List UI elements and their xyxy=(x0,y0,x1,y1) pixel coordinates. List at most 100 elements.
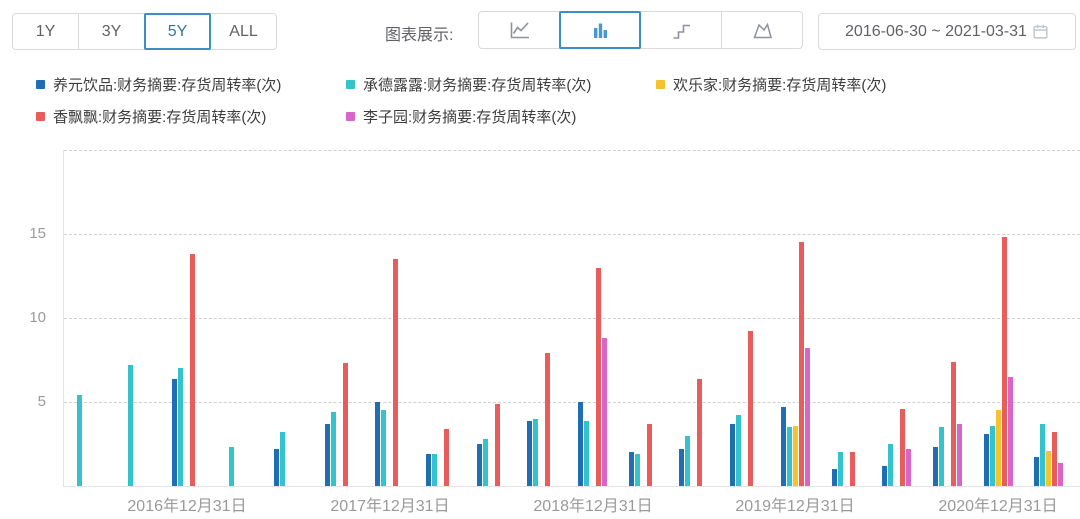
x-axis-line xyxy=(63,486,1080,487)
area-chart-button[interactable] xyxy=(721,11,803,49)
bar-chart-button[interactable] xyxy=(559,11,641,49)
chart-bar[interactable] xyxy=(736,415,742,486)
legend-item-label: 欢乐家:财务摘要:存货周转率(次) xyxy=(673,77,887,94)
legend-swatch xyxy=(36,112,45,121)
chart-bar[interactable] xyxy=(831,469,837,486)
chart-bar[interactable] xyxy=(786,427,792,486)
x-axis-tick-label: 2016年12月31日 xyxy=(127,498,247,515)
chart-bar[interactable] xyxy=(494,403,500,486)
chart-bar[interactable] xyxy=(77,395,82,486)
chart-bar[interactable] xyxy=(983,433,989,486)
chart-bar[interactable] xyxy=(127,365,133,486)
chart-bar[interactable] xyxy=(634,454,640,486)
chart-bar[interactable] xyxy=(882,465,888,486)
chart-bar[interactable] xyxy=(178,368,184,486)
chart-bar[interactable] xyxy=(950,361,956,486)
chart-bar[interactable] xyxy=(685,435,691,486)
chart-bar[interactable] xyxy=(324,423,330,486)
chart-display-label: 图表展示: xyxy=(385,27,454,44)
legend-swatch xyxy=(346,80,355,89)
date-range-picker[interactable]: 2016-06-30 ~ 2021-03-31 xyxy=(818,13,1076,50)
chart-bar[interactable] xyxy=(596,267,601,486)
chart-bar[interactable] xyxy=(602,338,607,486)
legend-item[interactable]: 养元饮品:财务摘要:存货周转率(次) xyxy=(36,74,346,95)
legend-swatch xyxy=(656,80,665,89)
chart-bar[interactable] xyxy=(1001,237,1007,486)
chart-bar[interactable] xyxy=(1058,462,1064,486)
bar-chart-icon xyxy=(587,18,614,42)
date-range-value: 2016-06-30 ~ 2021-03-31 xyxy=(845,22,1027,40)
range-button-3y[interactable]: 3Y xyxy=(78,13,145,50)
legend-item[interactable]: 承德露露:财务摘要:存货周转率(次) xyxy=(346,74,656,95)
legend-item-label: 李子园:财务摘要:存货周转率(次) xyxy=(363,109,577,126)
chart-bar[interactable] xyxy=(342,363,348,486)
chart-bar[interactable] xyxy=(190,254,196,486)
y-axis-tick-label: 15 xyxy=(29,225,46,242)
range-button-1y[interactable]: 1Y xyxy=(12,13,79,50)
legend-item[interactable]: 香飘飘:财务摘要:存货周转率(次) xyxy=(36,106,346,127)
chart-bar[interactable] xyxy=(381,410,387,486)
x-axis-tick-label: 2020年12月31日 xyxy=(938,498,1058,515)
chart-bar[interactable] xyxy=(748,331,754,486)
legend-swatch xyxy=(346,112,355,121)
time-range-button-group: 1Y 3Y 5Y ALL xyxy=(12,13,277,50)
chart-bar[interactable] xyxy=(730,423,736,486)
chart-bar[interactable] xyxy=(989,425,995,486)
legend-item-label: 承德露露:财务摘要:存货周转率(次) xyxy=(363,77,592,94)
chart-bar[interactable] xyxy=(906,449,912,486)
chart-bar[interactable] xyxy=(229,447,235,486)
range-button-all[interactable]: ALL xyxy=(210,13,277,50)
y-axis-tick-label: 10 xyxy=(29,309,46,326)
chart-bar[interactable] xyxy=(393,259,399,486)
chart-bar[interactable] xyxy=(375,402,381,486)
legend-item-label: 香飘飘:财务摘要:存货周转率(次) xyxy=(53,109,267,126)
chart-bar[interactable] xyxy=(804,348,810,486)
chart-bar[interactable] xyxy=(1046,450,1052,486)
chart-bar[interactable] xyxy=(425,454,431,486)
chart-bar[interactable] xyxy=(431,454,437,486)
chart-bar[interactable] xyxy=(697,378,703,486)
chart-bar[interactable] xyxy=(1034,457,1040,486)
chart-bar[interactable] xyxy=(628,452,634,486)
legend-item[interactable]: 欢乐家:财务摘要:存货周转率(次) xyxy=(656,74,966,95)
step-chart-icon xyxy=(668,18,695,42)
legend-item[interactable]: 李子园:财务摘要:存货周转率(次) xyxy=(346,106,656,127)
chart-bar[interactable] xyxy=(1040,423,1046,486)
chart-bar[interactable] xyxy=(938,427,944,486)
chart-bar[interactable] xyxy=(995,410,1001,486)
chart-bar[interactable] xyxy=(443,428,449,486)
line-chart-button[interactable] xyxy=(478,11,560,49)
chart-bar[interactable] xyxy=(888,444,894,486)
chart-bar[interactable] xyxy=(279,432,285,486)
chart-bar[interactable] xyxy=(798,242,804,486)
gridline-y-20 xyxy=(64,150,1080,151)
chart-bar[interactable] xyxy=(679,449,685,486)
chart-bar[interactable] xyxy=(837,452,843,486)
chart-bar[interactable] xyxy=(646,423,652,486)
chart-bar[interactable] xyxy=(482,439,488,486)
chart-bar[interactable] xyxy=(273,449,279,486)
chart-bar[interactable] xyxy=(956,423,962,486)
chart-bar[interactable] xyxy=(172,378,178,486)
chart-bar[interactable] xyxy=(1007,376,1013,486)
area-chart-icon xyxy=(749,18,776,42)
chart-bar[interactable] xyxy=(932,447,938,486)
chart-bar[interactable] xyxy=(545,353,551,486)
chart-bar[interactable] xyxy=(584,420,589,486)
y-axis-tick-label: 5 xyxy=(37,393,46,410)
chart-bar[interactable] xyxy=(533,418,539,486)
step-chart-button[interactable] xyxy=(640,11,722,49)
chart-bar[interactable] xyxy=(330,412,336,486)
chart-bar[interactable] xyxy=(780,407,786,486)
range-button-5y[interactable]: 5Y xyxy=(144,13,211,50)
calendar-icon[interactable] xyxy=(1032,23,1049,40)
chart-bar[interactable] xyxy=(578,402,583,486)
chart-bar[interactable] xyxy=(527,420,533,486)
chart-bar[interactable] xyxy=(476,444,482,486)
chart-bar[interactable] xyxy=(1052,432,1058,486)
chart-bar[interactable] xyxy=(900,408,906,486)
chart-bar[interactable] xyxy=(792,425,798,486)
x-axis-tick-label: 2019年12月31日 xyxy=(735,498,855,515)
chart-bar[interactable] xyxy=(849,452,855,486)
